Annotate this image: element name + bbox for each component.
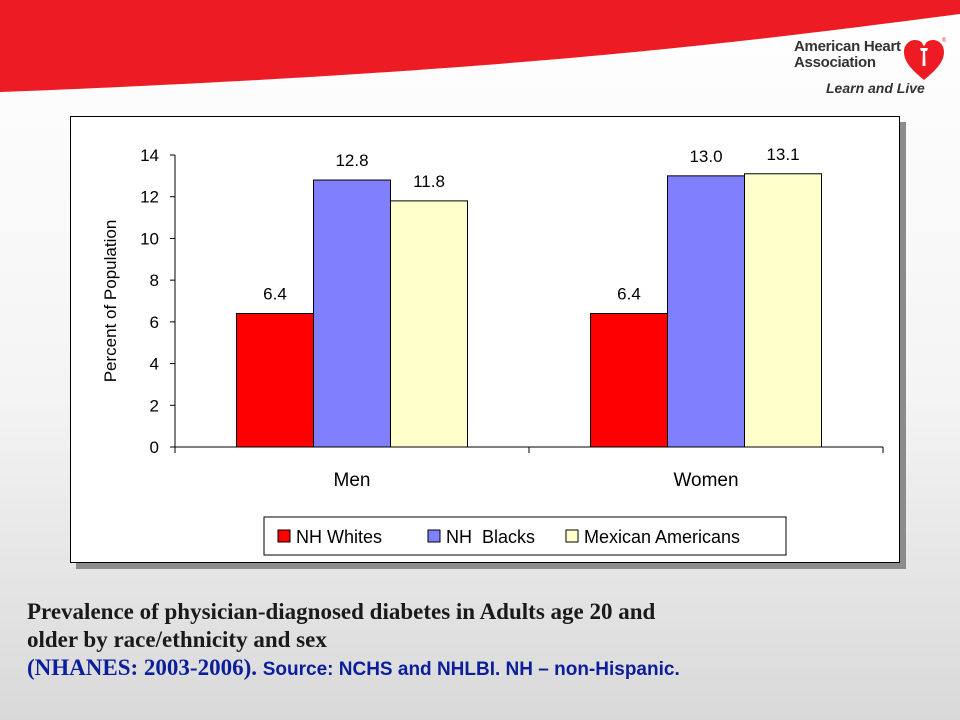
legend-label: NH Whites	[296, 527, 382, 547]
y-tick-label: 2	[150, 396, 159, 415]
chart-area: 0 2 4 6 8 10 12 14 Percent of Population 6.4 12.8 1…	[70, 116, 900, 563]
bar	[236, 313, 314, 448]
y-tick-label: 0	[150, 438, 159, 457]
svg-text:®: ®	[942, 37, 946, 44]
y-tick-label: 10	[140, 229, 159, 248]
caption-source: Source: NCHS and NHLBI. NH – non-Hispani…	[262, 659, 680, 680]
data-label: 6.4	[263, 285, 287, 304]
logo-tagline: Learn and Live	[826, 80, 925, 96]
bar	[744, 173, 822, 448]
legend-label: Mexican Americans	[584, 527, 740, 547]
bar	[590, 313, 668, 448]
chart-caption: Prevalence of physician-diagnosed diabet…	[27, 598, 952, 684]
caption-line-1: Prevalence of physician-diagnosed diabet…	[27, 599, 656, 624]
torch-heart-icon: ®	[904, 37, 946, 80]
data-label: 12.8	[335, 151, 368, 170]
caption-line-2: older by race/ethnicity and sex	[27, 627, 327, 652]
caption-line-3: (NHANES: 2003-2006). Source: NCHS and NH…	[27, 654, 952, 684]
legend-swatch	[565, 529, 579, 543]
y-tick-label: 14	[140, 146, 159, 165]
x-tick-label: Women	[673, 470, 738, 491]
aha-logo: American Heart Association Learn and Liv…	[786, 34, 956, 100]
legend-swatch	[277, 529, 291, 543]
x-tick-label: Men	[334, 470, 371, 491]
y-tick-label: 6	[150, 313, 159, 332]
logo-name: American Heart Association	[794, 38, 901, 71]
legend-box	[263, 516, 787, 556]
bar	[390, 200, 468, 448]
data-label: 6.4	[617, 285, 641, 304]
legend-label: NH Blacks	[446, 527, 535, 547]
bar	[667, 175, 745, 448]
y-tick-label: 8	[150, 271, 159, 290]
y-axis-label: Percent of Population	[101, 220, 120, 383]
red-header-band	[0, 0, 960, 92]
bar-chart: 0 2 4 6 8 10 12 14 Percent of Population 6.4 12.8 1…	[101, 145, 884, 556]
data-label: 13.1	[766, 145, 799, 164]
bar	[313, 179, 391, 448]
caption-survey: (NHANES: 2003-2006).	[27, 655, 257, 680]
legend-swatch	[427, 529, 441, 543]
data-label: 13.0	[689, 147, 722, 166]
y-tick-label: 12	[140, 188, 159, 207]
data-label: 11.8	[413, 172, 445, 191]
y-tick-label: 4	[150, 355, 159, 374]
